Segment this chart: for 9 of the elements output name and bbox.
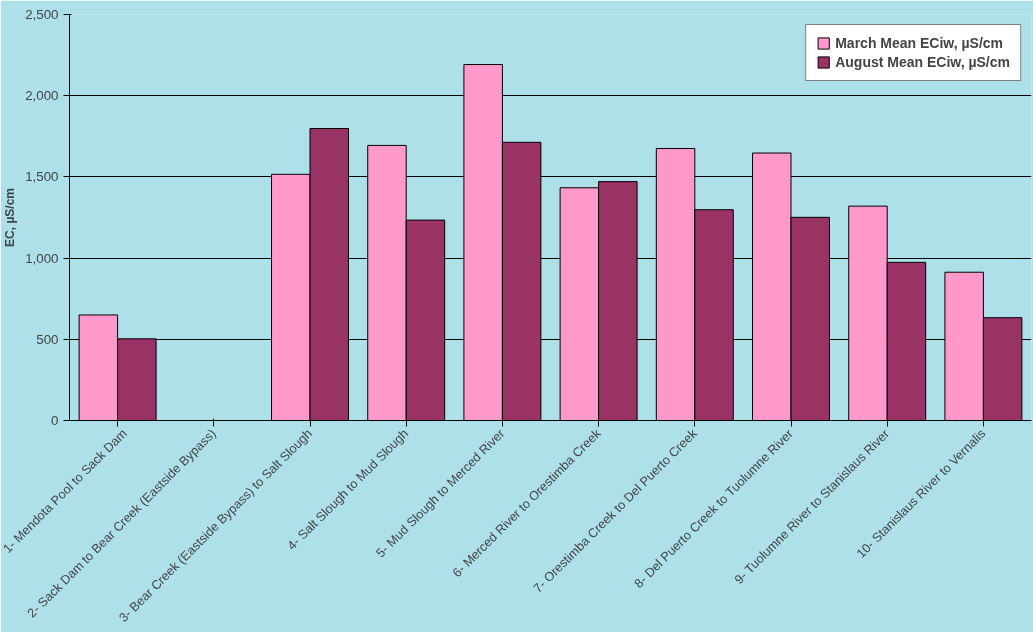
y-tick-label: 2,000 xyxy=(25,88,59,104)
y-tick-label: 500 xyxy=(36,331,59,347)
y-tick-label: 0 xyxy=(51,413,59,428)
y-tick-label: 2,500 xyxy=(25,7,59,22)
legend-label: August Mean ECiw, µS/cm xyxy=(835,54,1010,70)
legend-label: March Mean ECiw, µS/cm xyxy=(835,35,1004,51)
y-tick-label: 1,500 xyxy=(25,169,59,185)
y-axis-title: EC, µS/cm xyxy=(3,188,18,247)
y-tick-label: 1,000 xyxy=(25,250,59,266)
